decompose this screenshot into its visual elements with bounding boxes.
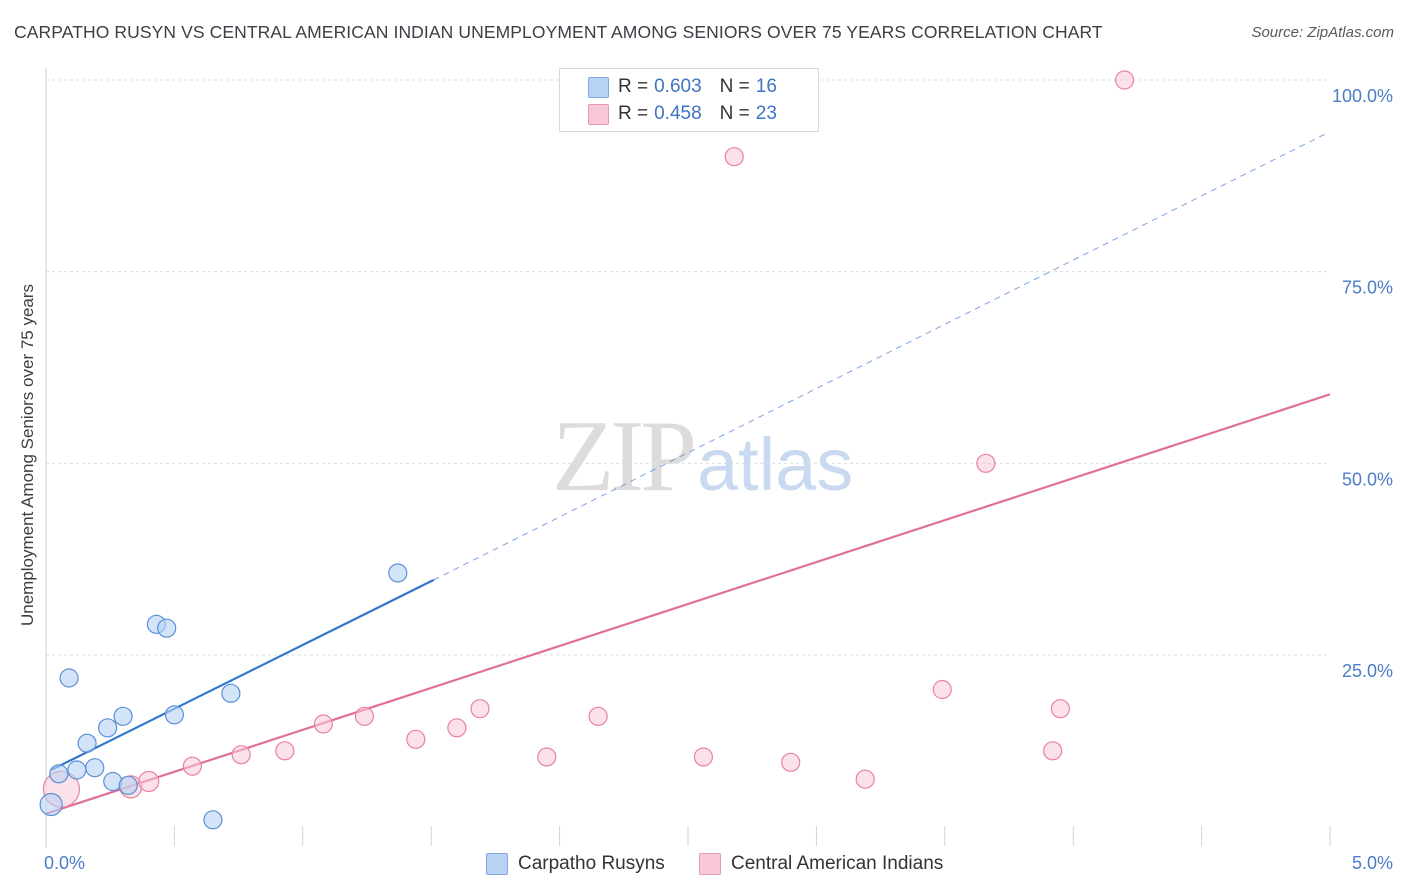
point-rusyns <box>113 706 133 726</box>
point-central-american <box>588 706 608 726</box>
bottom-legend-rusyns: Carpatho Rusyns <box>486 851 665 877</box>
bottom-legend-label-central-american: Central American Indians <box>731 853 944 874</box>
legend-row-rusyns: R = 0.603 N = 16 <box>618 74 777 100</box>
point-central-american <box>724 147 744 167</box>
x-tick-label: 0.0% <box>44 853 85 873</box>
point-central-american <box>406 729 426 749</box>
y-tick-label: 25.0% <box>1342 661 1393 681</box>
point-central-american <box>855 769 875 789</box>
label-layer: 25.0% 50.0% 75.0% 100.0% 0.0% 5.0% Unemploymen… <box>18 86 1393 873</box>
point-layer <box>39 70 1135 830</box>
point-rusyns <box>164 705 184 725</box>
bottom-legend-swatch-blue <box>486 853 508 875</box>
point-central-american <box>1050 699 1070 719</box>
bottom-legend-swatch-pink <box>699 853 721 875</box>
point-rusyns <box>85 758 105 778</box>
point-central-american <box>231 745 251 765</box>
y-tick-label: 75.0% <box>1342 278 1393 298</box>
point-rusyns <box>221 683 241 703</box>
point-central-american <box>976 453 996 473</box>
x-tick-label: 5.0% <box>1352 853 1393 873</box>
source-credit: Source: ZipAtlas.com <box>1251 24 1394 41</box>
legend-row-central-american: R = 0.458 N = 23 <box>618 101 777 127</box>
trendline-rusyns <box>50 578 435 771</box>
grid-layer <box>46 79 1330 656</box>
y-tick-label: 100.0% <box>1332 86 1393 106</box>
y-tick-label: 50.0% <box>1342 469 1393 489</box>
bottom-legend-label-rusyns: Carpatho Rusyns <box>518 853 665 874</box>
point-central-american <box>537 747 557 767</box>
point-central-american <box>693 747 714 767</box>
point-central-american <box>1114 70 1135 90</box>
point-central-american <box>781 752 801 772</box>
legend-swatch-blue <box>588 77 609 98</box>
axis-layer <box>45 68 1331 848</box>
point-central-american <box>182 756 202 776</box>
bottom-legend-central-american: Central American Indians <box>699 851 943 877</box>
legend-r-value: 0.458 <box>654 103 702 124</box>
chart-title: CARPATHO RUSYN VS CENTRAL AMERICAN INDIA… <box>14 22 1103 42</box>
legend-r-value: 0.603 <box>654 76 702 97</box>
y-axis-label: Unemployment Among Seniors over 75 years <box>18 284 37 626</box>
legend-r-label: R = <box>618 103 649 124</box>
correlation-legend: R = 0.603 N = 16 R = 0.458 N = 23 <box>559 68 819 132</box>
point-rusyns <box>203 810 223 830</box>
point-central-american <box>932 679 952 700</box>
point-rusyns <box>388 563 408 583</box>
point-central-american <box>354 706 375 726</box>
point-rusyns <box>77 733 97 753</box>
point-rusyns <box>98 718 118 738</box>
point-rusyns <box>49 764 69 784</box>
point-rusyns <box>118 775 138 795</box>
point-central-american <box>275 741 295 761</box>
legend-n-value: 16 <box>755 76 777 97</box>
legend-swatch-pink <box>588 104 609 125</box>
legend-n-label: N = <box>719 103 750 124</box>
legend-n-value: 23 <box>755 103 777 124</box>
trendline-rusyns-projection <box>433 133 1327 581</box>
point-central-american <box>313 714 333 734</box>
point-central-american <box>447 718 467 738</box>
legend-n-label: N = <box>719 76 750 97</box>
point-central-american <box>1043 741 1063 761</box>
trend-layer <box>45 133 1331 815</box>
point-rusyns <box>67 760 87 780</box>
trendline-central-american <box>45 393 1331 815</box>
point-central-american <box>138 770 160 793</box>
point-rusyns <box>39 792 63 817</box>
point-rusyns <box>59 668 79 688</box>
point-central-american <box>470 699 490 719</box>
legend-r-label: R = <box>618 76 649 97</box>
point-rusyns <box>157 618 177 638</box>
